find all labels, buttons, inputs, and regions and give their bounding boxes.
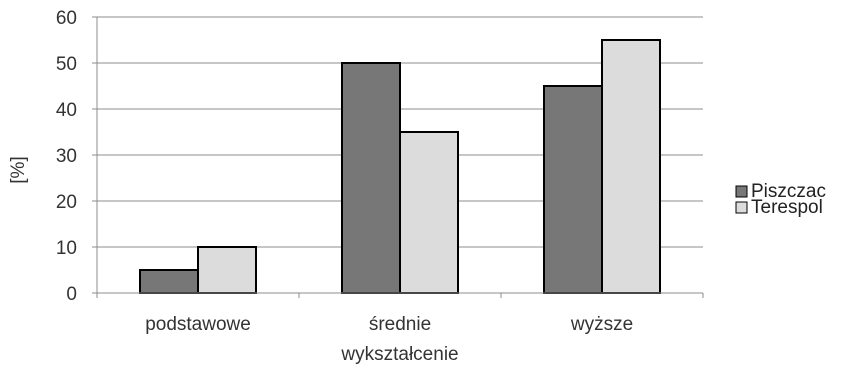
bar-terespol-1 bbox=[197, 246, 257, 294]
y-tick-label: 20 bbox=[56, 192, 77, 213]
bar-piszczac-1 bbox=[139, 269, 199, 294]
y-tick-label: 10 bbox=[56, 238, 77, 259]
y-tick-label: 0 bbox=[66, 284, 77, 305]
legend: Piszczac Terespol bbox=[735, 181, 826, 218]
y-tick-label: 50 bbox=[56, 54, 77, 75]
bars bbox=[139, 39, 661, 294]
bar-terespol-3 bbox=[601, 39, 661, 294]
y-tick-label: 40 bbox=[56, 100, 77, 121]
x-tick-label: średnie bbox=[369, 314, 431, 335]
legend-swatch-piszczac bbox=[735, 185, 748, 198]
legend-label-piszczac: Piszczac bbox=[751, 181, 826, 202]
bar-piszczac-3 bbox=[543, 85, 603, 294]
y-tick-label: 60 bbox=[56, 8, 77, 29]
axes bbox=[92, 16, 704, 298]
bar-piszczac-2 bbox=[341, 62, 401, 294]
x-tick-label: wyższe bbox=[570, 314, 633, 335]
y-tick-labels: 0 10 20 30 40 50 60 bbox=[56, 8, 77, 305]
x-axis-title: wykształcenie bbox=[340, 344, 458, 365]
legend-label-terespol: Terespol bbox=[751, 197, 823, 218]
bar-terespol-2 bbox=[399, 131, 459, 294]
y-axis-title: [%] bbox=[8, 156, 29, 183]
legend-swatch-terespol bbox=[735, 201, 748, 214]
x-tick-labels: podstawowe średnie wyższe bbox=[145, 314, 633, 335]
y-tick-label: 30 bbox=[56, 146, 77, 167]
x-tick-label: podstawowe bbox=[145, 314, 251, 335]
